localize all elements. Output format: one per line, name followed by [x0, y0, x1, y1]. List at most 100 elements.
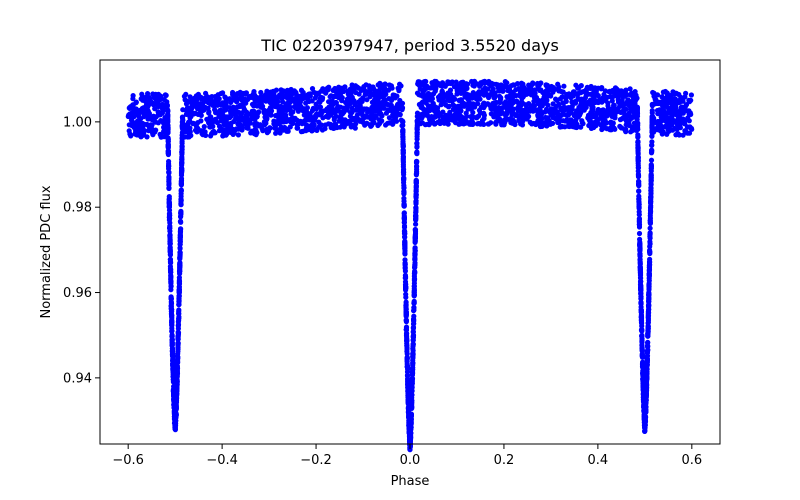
- data-point: [195, 120, 201, 126]
- data-point: [248, 130, 254, 136]
- data-point: [550, 120, 556, 126]
- data-point: [287, 119, 293, 125]
- data-point: [645, 323, 651, 330]
- data-point: [609, 94, 616, 100]
- data-point: [637, 270, 644, 276]
- data-point: [412, 251, 418, 257]
- data-point: [145, 104, 151, 110]
- data-point: [157, 112, 163, 118]
- data-point: [638, 309, 645, 315]
- y-axis-ticks: 0.94 0.96 0.98 1.00: [63, 115, 100, 386]
- data-point: [254, 121, 260, 127]
- data-point: [300, 96, 306, 102]
- data-point: [466, 99, 472, 105]
- data-point: [566, 105, 572, 111]
- data-point: [218, 118, 225, 124]
- data-point: [677, 99, 683, 105]
- data-point: [457, 112, 463, 119]
- data-point: [176, 287, 182, 293]
- data-point: [386, 96, 392, 102]
- data-point: [148, 99, 154, 105]
- data-point: [576, 104, 582, 111]
- data-point: [640, 397, 647, 404]
- data-point: [296, 98, 302, 104]
- data-point: [403, 284, 409, 290]
- data-point: [405, 379, 411, 385]
- data-point: [413, 217, 419, 223]
- data-point: [414, 143, 420, 150]
- data-point: [189, 98, 195, 104]
- data-point: [492, 90, 498, 96]
- data-point: [206, 95, 212, 101]
- data-point: [647, 225, 653, 231]
- data-point: [167, 260, 174, 266]
- data-point: [488, 120, 494, 126]
- data-point: [458, 80, 464, 86]
- data-point: [335, 106, 341, 112]
- data-point: [413, 198, 419, 204]
- data-point: [675, 125, 681, 131]
- data-point: [439, 80, 446, 86]
- data-point: [326, 99, 332, 105]
- data-point: [589, 105, 595, 111]
- data-point: [218, 127, 224, 133]
- data-point: [557, 96, 564, 102]
- data-point: [223, 98, 229, 104]
- data-point: [642, 424, 648, 430]
- data-point: [436, 94, 442, 100]
- data-point: [640, 377, 646, 384]
- data-point: [393, 118, 400, 124]
- data-point: [636, 182, 642, 188]
- data-point: [369, 122, 375, 128]
- data-point: [402, 275, 408, 281]
- data-point: [190, 120, 197, 126]
- data-point: [648, 162, 654, 168]
- data-point: [408, 417, 414, 423]
- data-point: [637, 257, 643, 263]
- data-point: [359, 98, 365, 104]
- data-point: [270, 101, 276, 108]
- data-point: [379, 113, 385, 119]
- data-point: [184, 98, 190, 104]
- data-point: [264, 88, 270, 94]
- data-point: [623, 126, 629, 132]
- data-point: [187, 94, 193, 100]
- data-point: [403, 312, 409, 318]
- data-point: [280, 119, 286, 125]
- data-point: [342, 84, 348, 90]
- data-point: [402, 268, 408, 274]
- data-point: [318, 122, 324, 128]
- data-point: [481, 80, 487, 86]
- data-point: [304, 92, 310, 98]
- data-point: [168, 296, 174, 302]
- data-point: [489, 81, 495, 87]
- data-point: [548, 83, 555, 90]
- data-point: [349, 82, 355, 88]
- data-point: [175, 319, 181, 325]
- data-point: [647, 210, 654, 216]
- data-point: [410, 325, 416, 331]
- data-point: [254, 113, 260, 119]
- chart-title: TIC 0220397947, period 3.5520 days: [260, 36, 559, 55]
- data-point: [167, 247, 173, 254]
- data-point: [403, 294, 409, 300]
- data-point: [204, 116, 210, 122]
- data-point: [151, 95, 157, 101]
- data-point: [354, 112, 360, 118]
- data-point: [134, 124, 140, 130]
- data-point: [636, 224, 643, 230]
- data-point: [597, 98, 603, 105]
- data-point: [659, 94, 665, 100]
- data-point: [261, 108, 267, 114]
- data-point: [347, 86, 353, 92]
- data-point: [216, 111, 222, 117]
- data-point: [407, 446, 413, 452]
- data-point: [234, 91, 240, 97]
- data-point: [284, 87, 290, 93]
- data-point: [331, 115, 337, 121]
- data-point: [636, 218, 642, 224]
- data-point: [468, 121, 474, 127]
- data-point: [622, 106, 628, 113]
- data-point: [171, 397, 177, 403]
